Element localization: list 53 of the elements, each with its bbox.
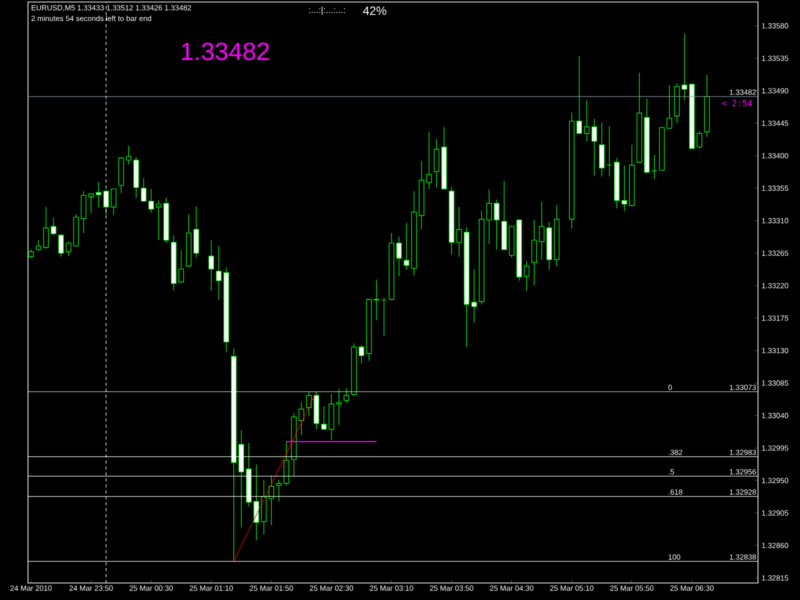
candlestick xyxy=(592,118,598,176)
candlestick xyxy=(268,475,274,526)
candlestick xyxy=(336,388,342,426)
candlestick xyxy=(666,84,672,130)
candlestick xyxy=(652,154,658,180)
candlestick xyxy=(66,241,72,256)
candlestick xyxy=(36,240,42,252)
candlestick xyxy=(80,190,86,234)
candlestick xyxy=(396,236,402,277)
annotation: < 2:54 xyxy=(722,100,752,106)
candlestick xyxy=(622,164,628,212)
candlestick xyxy=(538,202,544,260)
candlestick xyxy=(110,188,116,216)
candlestick xyxy=(88,192,94,214)
candlestick xyxy=(193,206,199,258)
candlestick xyxy=(344,388,350,403)
candlestick xyxy=(216,246,222,300)
candlestick xyxy=(576,56,582,134)
candlestick xyxy=(358,344,364,364)
annotation: 1.33482 xyxy=(182,42,269,60)
candlestick xyxy=(284,441,290,486)
candlestick xyxy=(208,240,214,292)
candlestick xyxy=(494,199,500,250)
candlestick xyxy=(50,217,56,236)
annotation: :...:|:...:...: xyxy=(309,6,345,15)
candlestick xyxy=(434,138,440,188)
candlestick xyxy=(381,298,387,337)
candlestick xyxy=(58,234,64,258)
candlestick xyxy=(276,479,282,502)
candlestick xyxy=(298,401,304,436)
annotation: 42% xyxy=(363,6,386,15)
candlestick xyxy=(43,206,49,250)
candlestick xyxy=(148,188,154,214)
candlestick xyxy=(456,206,462,258)
candlestick xyxy=(606,126,612,178)
candlestick xyxy=(374,280,380,321)
candlestick xyxy=(178,250,184,284)
candlestick xyxy=(682,33,688,100)
candlestick xyxy=(140,178,146,202)
candlestick xyxy=(156,200,162,241)
candlestick xyxy=(426,132,432,190)
candlestick xyxy=(524,260,530,292)
candlestick xyxy=(96,181,102,208)
candlestick xyxy=(531,220,537,286)
candlestick xyxy=(321,406,327,430)
candlestick xyxy=(584,100,590,142)
candlestick xyxy=(306,391,312,417)
candlestick xyxy=(126,145,132,165)
candlestick xyxy=(471,268,477,323)
candlestick xyxy=(599,122,605,178)
candlestick xyxy=(696,130,702,149)
candlestick xyxy=(486,189,492,244)
candlestick xyxy=(404,222,410,270)
